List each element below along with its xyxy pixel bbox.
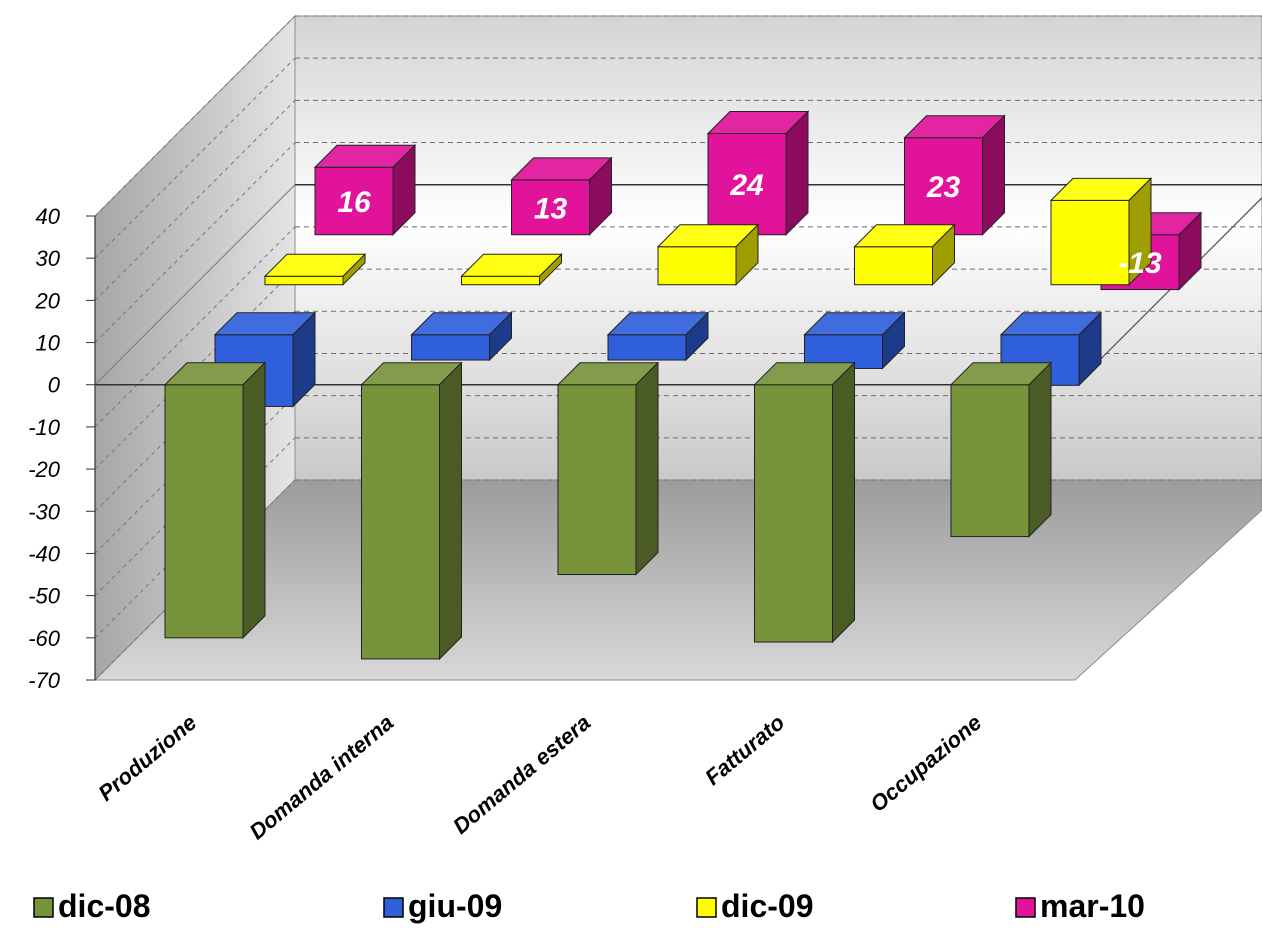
bar-side [932, 223, 955, 286]
bar [460, 253, 563, 286]
bar [706, 110, 810, 236]
bar [263, 253, 367, 286]
x-tick-label: Domanda interna [244, 710, 398, 845]
bar-front [904, 137, 983, 236]
legend: dic-08 giu-09 dic-09 mar-10 [33, 888, 1145, 924]
bar-side [785, 110, 809, 236]
gridline [94, 15, 296, 217]
bar-side [539, 253, 562, 286]
y-tick-label: 10 [36, 331, 61, 356]
bar [606, 311, 710, 362]
bar [903, 114, 1006, 236]
legend-swatch [33, 897, 54, 918]
bar-side [292, 311, 316, 408]
data-label: 13 [534, 192, 568, 225]
bar-side [439, 361, 462, 661]
bar-side [242, 361, 266, 640]
bar-side [982, 114, 1005, 236]
bar-side [635, 361, 659, 576]
bar-side [342, 253, 366, 286]
zero-line-side [1074, 197, 1262, 386]
y-tick-label: 30 [36, 246, 61, 271]
bar [853, 223, 956, 286]
data-labels: 16 13 24 23 -13 [337, 169, 1162, 280]
bar [410, 311, 513, 362]
y-tick-label: 20 [35, 288, 61, 313]
bar [949, 361, 1053, 538]
gridline [94, 268, 296, 470]
legend-label: dic-08 [58, 888, 150, 924]
y-axis: 40 30 20 10 0 -10 -20 -30 -40 -50 -60 -70 [28, 204, 95, 693]
bar-front [557, 384, 637, 576]
x-tick-label: Domanda estera [448, 710, 595, 839]
y-tick-label: -40 [28, 541, 61, 566]
data-label: 16 [337, 186, 371, 219]
bar-side [1028, 361, 1052, 538]
bar-side [589, 156, 612, 236]
bar-front [854, 246, 933, 286]
bar-side [1128, 177, 1152, 286]
y-tick-label: -20 [28, 457, 61, 482]
bars [163, 110, 1203, 661]
bar [753, 361, 856, 644]
floor [93, 479, 1262, 681]
y-tick-label: 0 [48, 373, 61, 398]
bar-front [461, 275, 540, 286]
x-tick-label: Occupazione [865, 710, 986, 817]
bar-front [164, 384, 244, 639]
bar-side [735, 223, 759, 286]
gridline [94, 57, 296, 259]
bar-side [685, 311, 709, 362]
bar-front [657, 246, 737, 286]
y-tick-label: 40 [36, 204, 61, 229]
bar-side [1178, 211, 1202, 291]
bar-front [1050, 199, 1130, 286]
bar-side [1078, 311, 1102, 387]
bar-front [754, 384, 833, 643]
gridline [94, 100, 296, 301]
bar [313, 144, 417, 236]
bar [803, 311, 906, 370]
bar-side [392, 144, 416, 236]
y-tick-label: -10 [28, 415, 61, 440]
y-tick-label: -60 [28, 626, 61, 651]
legend-label: mar-10 [1040, 888, 1145, 924]
data-label: 23 [926, 171, 961, 204]
bar [1049, 177, 1153, 286]
x-tick-label: Fatturato [700, 710, 789, 790]
gridline [94, 226, 296, 428]
bar [510, 156, 613, 236]
bar-side [882, 311, 905, 370]
legend-swatch [696, 897, 717, 918]
y-tick-label: -50 [28, 584, 61, 609]
bar [360, 361, 463, 661]
y-tick-label: -70 [28, 668, 61, 693]
y-tick-label: -30 [28, 499, 61, 524]
data-label: -13 [1118, 247, 1162, 280]
x-axis-labels: Produzione Domanda interna Domanda estera F… [93, 710, 986, 845]
bar-front [511, 179, 590, 236]
bar-front [607, 334, 687, 361]
bar [656, 223, 760, 286]
bar-front [361, 384, 440, 660]
gridline [94, 142, 296, 343]
x-tick-label: Produzione [93, 710, 201, 806]
bar [163, 361, 267, 640]
bar-front [950, 384, 1030, 538]
bar [556, 361, 660, 576]
bar-front [314, 166, 394, 236]
bar-front [707, 132, 787, 236]
data-label: 24 [729, 169, 764, 202]
legend-label: giu-09 [408, 888, 502, 924]
bar-side [489, 311, 512, 362]
legend-swatch [1015, 897, 1036, 918]
bar-side [832, 361, 855, 644]
legend-swatch [383, 897, 404, 918]
bar-front [264, 275, 344, 286]
gridline [94, 184, 296, 386]
legend-label: dic-09 [721, 888, 813, 924]
bar-front [411, 334, 490, 361]
